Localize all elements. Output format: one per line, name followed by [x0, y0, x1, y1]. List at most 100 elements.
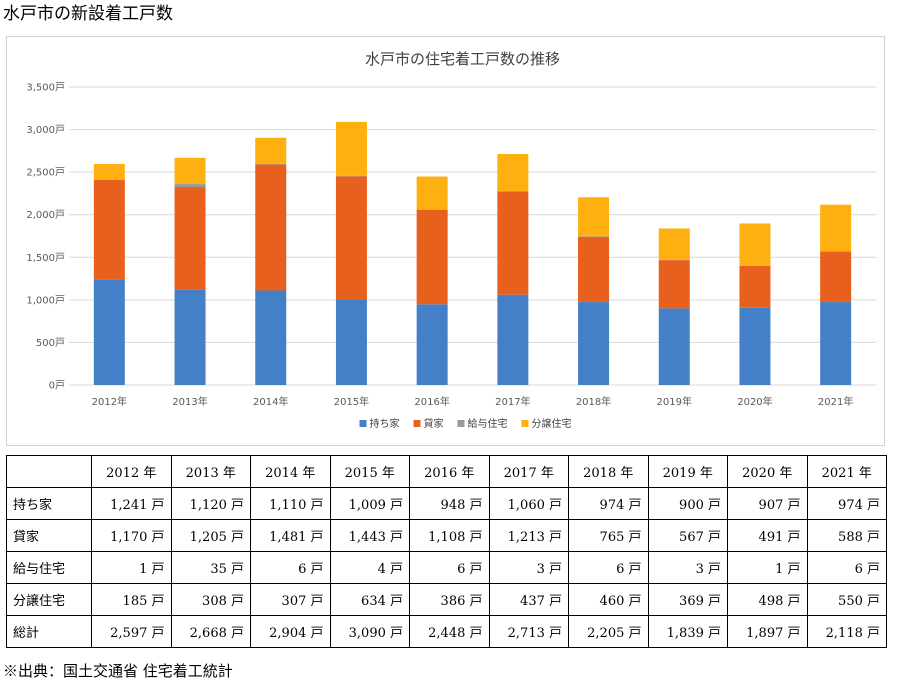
table-cell: 4 戸	[329, 551, 410, 584]
bar-segment	[739, 265, 771, 308]
bar-segment	[255, 137, 287, 164]
bar-segment	[335, 299, 367, 385]
bar-segment	[174, 157, 206, 185]
table-cell: 1,108 戸	[409, 519, 490, 552]
legend-label: 分譲住宅	[532, 417, 572, 430]
table-row-label: 分譲住宅	[6, 583, 92, 616]
table-cell: 1,897 戸	[727, 615, 808, 648]
bar-segment	[658, 260, 690, 309]
y-tick-label: 1,000戸	[26, 294, 65, 306]
bar-segment	[820, 302, 852, 385]
legend-label: 給与住宅	[468, 417, 508, 430]
table-cell: 6 戸	[409, 551, 490, 584]
table-cell: 1,170 戸	[91, 519, 172, 552]
legend-swatch	[359, 420, 367, 427]
table-cell: 588 戸	[806, 519, 887, 552]
table-cell: 1 戸	[727, 551, 808, 584]
table-cell: 2,668 戸	[170, 615, 251, 648]
table-cell: 2,205 戸	[568, 615, 649, 648]
table-cell: 2,118 戸	[806, 615, 887, 648]
table-cell: 2,448 戸	[409, 615, 490, 648]
x-tick-label: 2018年	[576, 395, 611, 408]
table-cell: 491 戸	[727, 519, 808, 552]
bar-segment	[174, 184, 206, 188]
table-row: 総計 2,597 戸 2,668 戸 2,904 戸 3,090 戸 2,448 戸 2,7…	[6, 615, 887, 648]
table-cell: 1,839 戸	[647, 615, 728, 648]
table-row-label: 給与住宅	[6, 551, 92, 584]
bar-segment	[416, 209, 448, 305]
bar-segment	[578, 197, 610, 237]
bar-segment	[578, 236, 610, 237]
page-heading: 水戸市の新設着工戸数	[3, 4, 173, 24]
x-tick-label: 2014年	[253, 395, 288, 408]
data-table: 2012 年 2013 年 2014 年 2015 年 2016 年 2017 年 2018…	[6, 455, 887, 648]
table-cell: 1,060 戸	[488, 487, 569, 520]
y-tick-label: 1,500戸	[26, 252, 65, 264]
x-tick-label: 2015年	[334, 395, 369, 408]
table-cell: 6 戸	[806, 551, 887, 584]
table-cell: 1,241 戸	[91, 487, 172, 520]
table-cell: 6 戸	[250, 551, 331, 584]
table-cell: 6 戸	[568, 551, 649, 584]
table-cell: 35 戸	[170, 551, 251, 584]
table-header-row: 2012 年 2013 年 2014 年 2015 年 2016 年 2017 年 2018…	[6, 455, 887, 488]
bar-segment	[255, 290, 287, 385]
legend-swatch	[521, 420, 529, 427]
legend-swatch	[457, 420, 465, 427]
table-header-cell: 2016 年	[409, 455, 490, 488]
table-row: 持ち家 1,241 戸 1,120 戸 1,110 戸 1,009 戸 948 戸 1,06…	[6, 487, 887, 520]
table-cell: 1,110 戸	[250, 487, 331, 520]
x-tick-label: 2012年	[92, 395, 127, 408]
table-cell: 1,120 戸	[170, 487, 251, 520]
bar-segment	[820, 204, 852, 252]
bar-segment	[739, 307, 771, 385]
legend-swatch	[413, 420, 421, 427]
bar-segment	[174, 187, 206, 290]
y-tick-label: 0戸	[49, 380, 65, 392]
x-tick-label: 2013年	[172, 395, 207, 408]
table-cell: 1,481 戸	[250, 519, 331, 552]
bar-segment	[416, 304, 448, 385]
table-cell: 308 戸	[170, 583, 251, 616]
stacked-bar-chart: 水戸市の住宅着工戸数の推移 0戸 500戸 1,000戸 1,500戸 2,000戸 2,5…	[26, 50, 876, 430]
chart-frame: 水戸市の住宅着工戸数の推移 0戸 500戸 1,000戸 1,500戸 2,000戸 2,5…	[6, 36, 885, 446]
bar-segment	[658, 308, 690, 385]
y-tick-label: 3,500戸	[26, 82, 65, 94]
table-row-label: 貸家	[6, 519, 92, 552]
bar-segment	[93, 179, 125, 280]
table-cell: 460 戸	[568, 583, 649, 616]
bar-segment	[416, 209, 448, 210]
bar-segment	[820, 251, 852, 253]
table-cell: 900 戸	[647, 487, 728, 520]
table-cell: 386 戸	[409, 583, 490, 616]
table-header-cell: 2019 年	[647, 455, 728, 488]
source-note: ※出典：国土交通省 住宅着工統計	[3, 662, 233, 680]
bar-segment	[335, 121, 367, 176]
table-cell: 437 戸	[488, 583, 569, 616]
bar-segment	[416, 176, 448, 210]
table-cell: 3,090 戸	[329, 615, 410, 648]
x-tick-label: 2020年	[737, 395, 772, 408]
bar-segment	[578, 236, 610, 303]
table-cell: 1,443 戸	[329, 519, 410, 552]
bar-segment	[335, 176, 367, 300]
table-cell: 307 戸	[250, 583, 331, 616]
table-cell: 567 戸	[647, 519, 728, 552]
table-cell: 948 戸	[409, 487, 490, 520]
table-cell: 634 戸	[329, 583, 410, 616]
bar-segment	[658, 228, 690, 260]
table-cell: 1,009 戸	[329, 487, 410, 520]
bar-segment	[255, 163, 287, 165]
legend-label: 持ち家	[370, 417, 400, 430]
table-cell: 974 戸	[806, 487, 887, 520]
y-tick-label: 3,000戸	[26, 124, 65, 136]
table-cell: 550 戸	[806, 583, 887, 616]
table-cell: 369 戸	[647, 583, 728, 616]
table-row: 貸家 1,170 戸 1,205 戸 1,481 戸 1,443 戸 1,108 戸 1,2…	[6, 519, 887, 552]
table-cell: 1 戸	[91, 551, 172, 584]
table-corner-cell	[6, 455, 92, 488]
bar-segment	[739, 223, 771, 266]
table-cell: 498 戸	[727, 583, 808, 616]
table-cell: 1,205 戸	[170, 519, 251, 552]
